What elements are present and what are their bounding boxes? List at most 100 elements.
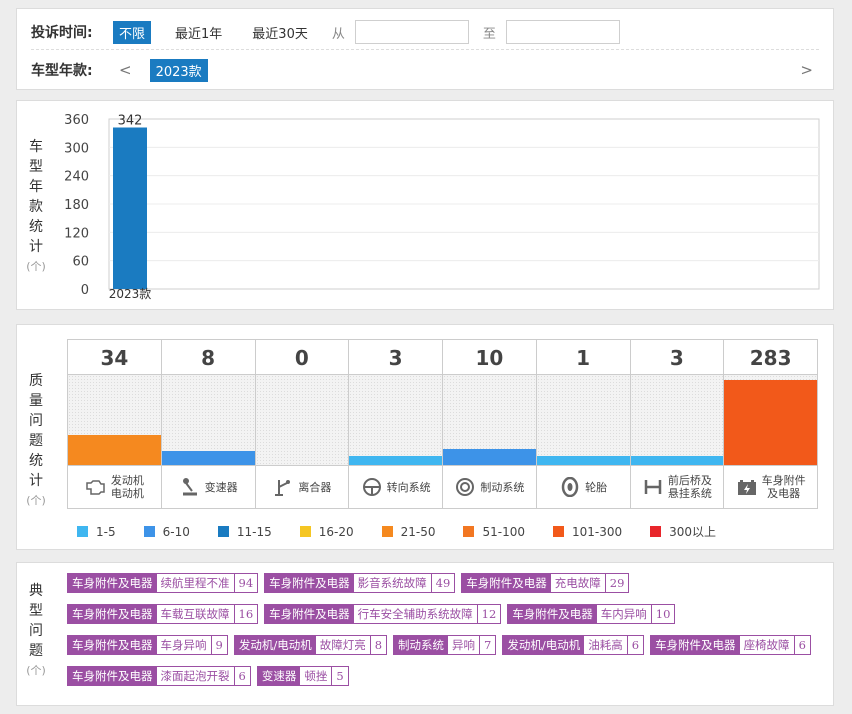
issue-tag[interactable]: 车身附件及电器 车身异响 9	[67, 635, 228, 655]
issue-tag-name: 异响	[452, 638, 476, 652]
quality-bar	[161, 450, 255, 465]
legend-swatch	[299, 526, 311, 537]
issue-tag[interactable]: 发动机/电动机 油耗高 6	[502, 635, 645, 655]
quality-category-label: 转向系统	[386, 480, 431, 494]
quality-count: 3	[349, 339, 442, 375]
legend-label: 101-300	[571, 524, 623, 539]
legend-swatch	[463, 526, 475, 537]
start-date-input[interactable]	[354, 20, 469, 44]
legend-item: 101-300	[552, 523, 623, 540]
quality-bar	[724, 379, 817, 465]
quality-bar-area	[161, 375, 255, 465]
issue-tag[interactable]: 车身附件及电器 座椅故障 6	[650, 635, 811, 655]
legend-swatch	[381, 526, 393, 537]
quality-count: 3	[630, 339, 724, 375]
year-stats-char: 计	[29, 239, 43, 255]
quality-bar	[630, 456, 724, 465]
quality-column[interactable]: 34 发动机 电动机	[68, 339, 162, 509]
quality-column[interactable]: 8 变速器	[161, 339, 256, 509]
year-stats-char: 款	[29, 199, 43, 215]
gear-shift-icon	[179, 476, 201, 498]
issue-tag[interactable]: 车身附件及电器 行车安全辅助系统故障 12	[264, 604, 502, 624]
quality-stats-char: 计	[29, 473, 43, 489]
time-option-all[interactable]: 不限	[113, 20, 152, 44]
y-tick-label: 120	[64, 226, 89, 241]
year-stats-label: 车 型 年 款 统 计 (个)	[25, 137, 47, 277]
legend-swatch	[650, 526, 662, 537]
quality-stats-char: 题	[29, 433, 43, 449]
legend-item: 6-10	[143, 523, 190, 540]
year-stats-char: 型	[29, 159, 43, 175]
quality-count: 34	[68, 339, 161, 375]
legend-item: 21-50	[381, 523, 435, 540]
quality-count: 8	[161, 339, 255, 375]
quality-category-label: 变速器	[204, 480, 238, 494]
engine-icon	[85, 476, 107, 498]
quality-category[interactable]: 车身附件 及电器	[724, 465, 817, 509]
issue-tag-count: 94	[233, 574, 258, 592]
issue-tag[interactable]: 发动机/电动机 故障灯亮 8	[233, 635, 388, 655]
quality-category-label: 制动系统	[480, 480, 525, 494]
quality-category[interactable]: 发动机 电动机	[68, 465, 161, 509]
quality-column[interactable]: 1 轮胎	[536, 339, 631, 509]
issue-tag[interactable]: 车身附件及电器 车内异响 10	[507, 604, 676, 624]
issue-tag-category: 车身附件及电器	[265, 605, 354, 623]
quality-category[interactable]: 轮胎	[536, 465, 630, 509]
quality-column[interactable]: 283 车身附件 及电器	[724, 339, 818, 509]
bar-data-label: 342	[118, 114, 143, 129]
legend-item: 300以上	[650, 523, 716, 540]
time-option-30days[interactable]: 最近30天	[252, 26, 308, 42]
end-date-input[interactable]	[505, 20, 620, 44]
issue-tag-count: 8	[369, 636, 386, 654]
issue-tag[interactable]: 车身附件及电器 充电故障 29	[461, 573, 630, 593]
legend-item: 16-20	[299, 523, 354, 540]
quality-count: 10	[443, 339, 536, 375]
y-tick-label: 60	[72, 255, 89, 270]
legend-item: 51-100	[463, 523, 525, 540]
quality-bar	[536, 456, 630, 465]
quality-bar-area	[536, 375, 630, 465]
year-stats-char: 统	[29, 219, 43, 235]
issue-tag-count: 6	[793, 636, 810, 654]
quality-bar-area	[68, 375, 161, 465]
issue-tag[interactable]: 制动系统 异响 7	[393, 635, 497, 655]
legend-swatch	[143, 526, 155, 537]
quality-column[interactable]: 0 离合器	[255, 339, 350, 509]
issue-tag[interactable]: 车身附件及电器 影音系统故障 49	[264, 573, 456, 593]
quality-column[interactable]: 3 转向系统	[349, 339, 443, 509]
quality-count: 1	[536, 339, 630, 375]
year-option-2023[interactable]: 2023款	[149, 58, 208, 82]
prev-year-arrow[interactable]: <	[119, 61, 132, 79]
year-filter-label: 车型年款:	[31, 63, 93, 79]
issue-tag[interactable]: 车身附件及电器 续航里程不准 94	[67, 573, 259, 593]
legend-swatch	[77, 526, 88, 537]
quality-column[interactable]: 10 制动系统	[443, 339, 537, 509]
typical-issues-panel: 典 型 问 题 (个) 车身附件及电器 续航里程不准 94 车身附件及电器 影音系统故障…	[16, 562, 834, 706]
quality-category[interactable]: 制动系统	[443, 465, 536, 509]
quality-column[interactable]: 3 前后桥及 悬挂系统	[630, 339, 725, 509]
next-year-arrow[interactable]: >	[800, 61, 813, 79]
issue-tag-category: 车身附件及电器	[462, 574, 551, 592]
typical-issues-char: 问	[29, 623, 43, 639]
quality-category[interactable]: 离合器	[255, 465, 349, 509]
quality-category[interactable]: 变速器	[161, 465, 255, 509]
issue-tag-name: 车身异响	[160, 638, 207, 652]
year-stats-unit: (个)	[26, 260, 46, 273]
time-option-1year[interactable]: 最近1年	[175, 26, 223, 42]
from-label: 从	[331, 26, 345, 42]
issue-tag[interactable]: 车身附件及电器 车载互联故障 16	[67, 604, 259, 624]
quality-stats-char: 问	[29, 413, 43, 429]
y-tick-label: 240	[64, 170, 89, 185]
quality-category[interactable]: 转向系统	[349, 465, 442, 509]
quality-stats-label: 质 量 问 题 统 计 (个)	[25, 371, 47, 511]
quality-bar-area	[724, 375, 817, 465]
quality-category[interactable]: 前后桥及 悬挂系统	[630, 465, 724, 509]
issue-tag-category: 变速器	[257, 667, 301, 685]
issue-tag-count: 6	[233, 667, 250, 685]
issue-tag[interactable]: 变速器 顿挫 5	[256, 666, 349, 686]
quality-stats-unit: (个)	[26, 494, 46, 507]
issue-tag[interactable]: 车身附件及电器 漆面起泡开裂 6	[67, 666, 251, 686]
typical-issues-unit: (个)	[26, 664, 46, 677]
quality-stats-panel: 质 量 问 题 统 计 (个) 34 发动机 电动机 8 变速器 0 离合器 3 转向系统 10…	[16, 324, 834, 550]
axle-icon	[642, 476, 664, 498]
